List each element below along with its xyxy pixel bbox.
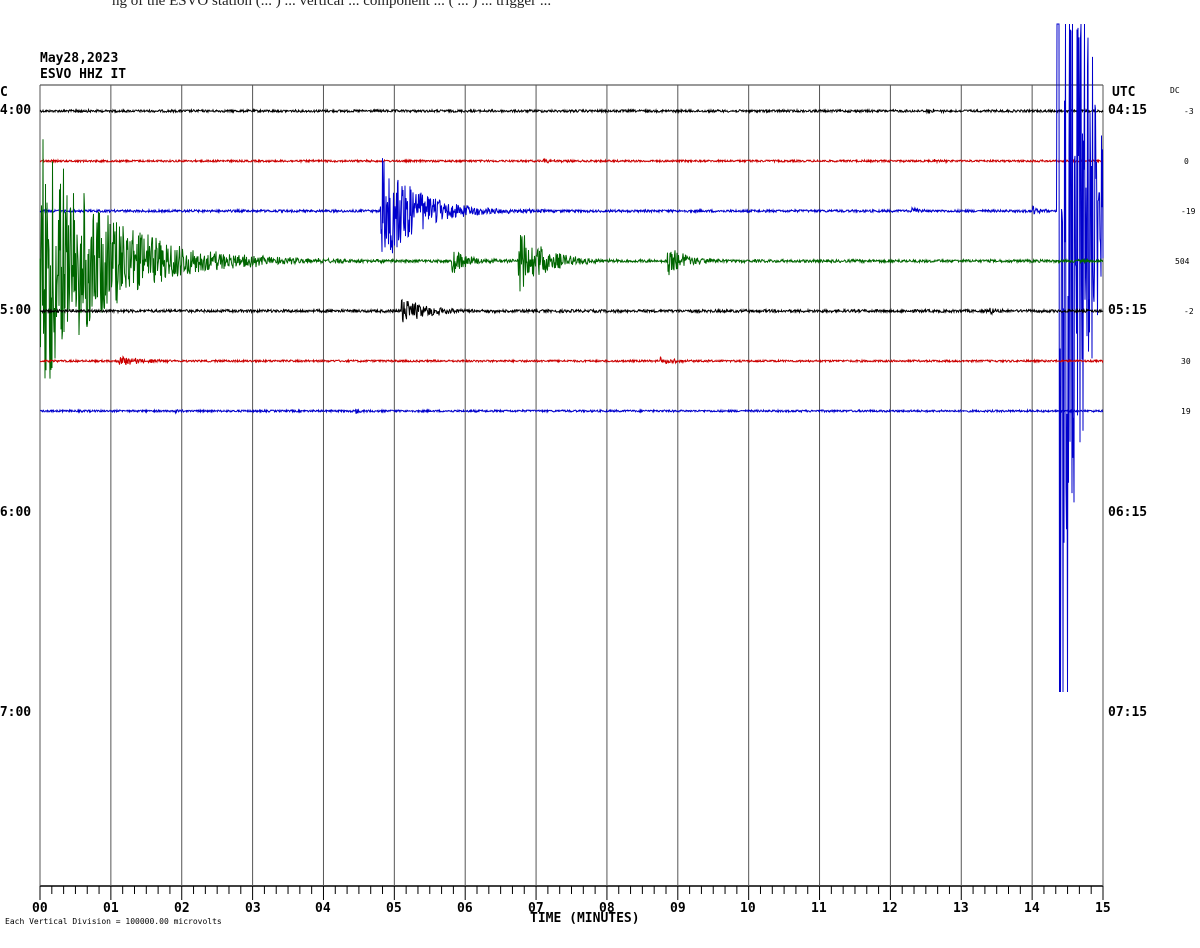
x-tick-label: 14: [1024, 901, 1040, 916]
grid: [39, 84, 1104, 887]
left-time-label: 04:00: [0, 103, 32, 118]
x-tick-label: 02: [174, 901, 190, 916]
x-axis-title: TIME (MINUTES): [530, 911, 640, 926]
x-tick-label: 07: [528, 901, 544, 916]
x-tick-label: 03: [245, 901, 261, 916]
utc-label-right: UTC: [1112, 85, 1136, 100]
x-tick-label: 12: [882, 901, 898, 916]
left-time-label: 06:00: [0, 505, 32, 520]
right-time-label: 04:15: [1108, 103, 1148, 118]
trace-row: [39, 355, 1104, 366]
trace-row: [39, 107, 1104, 115]
x-tick-label: 06: [457, 901, 473, 916]
x-tick-label: 04: [315, 901, 331, 916]
x-tick-label: 13: [953, 901, 969, 916]
trace-row: [40, 408, 1104, 415]
utc-label-left: C: [0, 85, 8, 100]
dc-value: -19: [1181, 207, 1196, 216]
dc-value: 19: [1181, 407, 1191, 416]
x-tick-label: 09: [670, 901, 686, 916]
left-time-label: 05:00: [0, 303, 32, 318]
right-time-label: 06:15: [1108, 505, 1148, 520]
bottom-caption-cut: … … … … … … … … … … … … … … … … … …: [64, 940, 398, 948]
x-tick-label: 00: [32, 901, 48, 916]
x-tick-label: 05: [386, 901, 402, 916]
trace-row: [39, 298, 1104, 323]
dc-value: 0: [1184, 157, 1189, 166]
x-tick-label: 10: [740, 901, 756, 916]
left-time-label: 07:00: [0, 705, 32, 720]
trace-row: [39, 139, 1104, 379]
x-ticks: [39, 886, 1104, 900]
dc-value: 504: [1175, 257, 1190, 266]
trace-row: [39, 157, 1104, 165]
scale-note: Each Vertical Division = 100000.00 micro…: [5, 917, 222, 926]
x-tick-label: 01: [103, 901, 119, 916]
right-time-label: 05:15: [1108, 303, 1148, 318]
top-caption-cut: ng of the ESVO station (... ) ... vertic…: [112, 0, 552, 9]
trace-row: [39, 23, 1104, 693]
x-tick-label: 15: [1095, 901, 1111, 916]
x-tick-label: 08: [599, 901, 615, 916]
station-label: ESVO HHZ IT: [40, 67, 127, 82]
dc-value: -2: [1184, 307, 1194, 316]
date-label: May28,2023: [40, 51, 119, 66]
traces: [39, 23, 1104, 693]
x-tick-label: 11: [811, 901, 827, 916]
dc-header: DC: [1170, 86, 1180, 95]
dc-value: -3: [1184, 107, 1194, 116]
right-time-label: 07:15: [1108, 705, 1148, 720]
dc-value: 30: [1181, 357, 1191, 366]
